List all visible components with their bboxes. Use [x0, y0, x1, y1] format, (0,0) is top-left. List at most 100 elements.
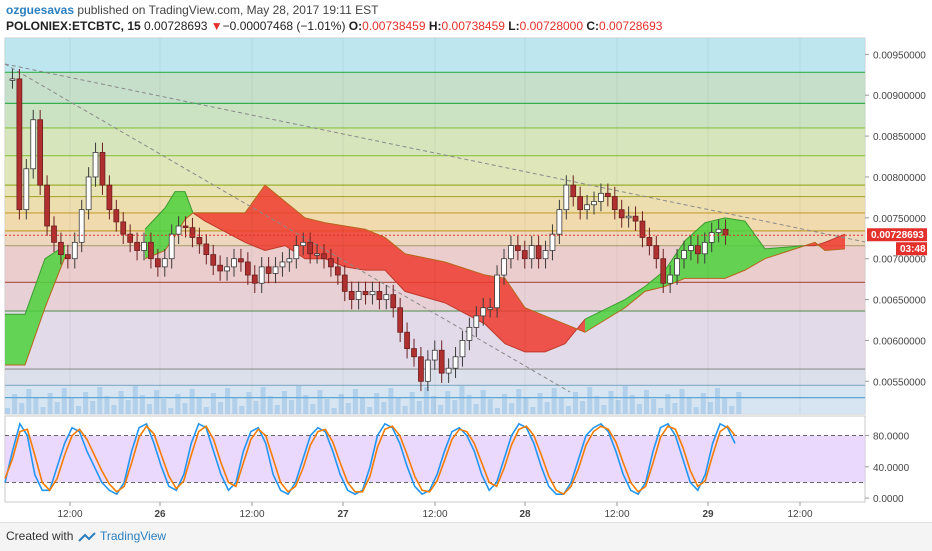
volume-bar: [54, 402, 60, 414]
volume-bar: [40, 407, 46, 414]
tradingview-logo-icon[interactable]: [78, 532, 96, 542]
candlesticks: [9, 69, 729, 392]
time-tick-label: 26: [154, 509, 166, 520]
fib-band: [5, 155, 865, 186]
candle-body: [376, 290, 383, 300]
volume-bar: [679, 389, 685, 414]
down-arrow-icon: ▼: [210, 19, 223, 33]
volume-bar: [26, 389, 32, 414]
time-tick-label: 27: [337, 509, 349, 520]
volume-bar: [338, 394, 344, 414]
candle-body: [251, 274, 258, 284]
candle-body: [231, 258, 237, 268]
price-tick-label: 0.00550000: [873, 377, 926, 388]
volume-bar: [693, 407, 699, 414]
volume-bar: [182, 403, 188, 414]
candle-body: [37, 119, 44, 186]
trend-line[interactable]: [4, 63, 866, 243]
time-axis[interactable]: 12:00 26 12:00 27 12:00 28 12:00 29 12:00: [57, 38, 813, 520]
author-link[interactable]: ozguesavas: [6, 3, 75, 17]
volume-bar: [715, 388, 720, 414]
candle-body: [646, 237, 653, 247]
candle-body: [480, 307, 487, 317]
volume-bar: [686, 398, 692, 414]
candle-body: [106, 184, 113, 211]
volume-bar: [416, 401, 422, 414]
candle-body: [667, 274, 674, 284]
publish-info: ozguesavas published on TradingView.com,…: [6, 3, 378, 17]
volume-bar: [47, 393, 53, 414]
volume-bar: [502, 394, 507, 414]
volume-bar: [423, 387, 429, 414]
chart-area[interactable]: 0.00950000 0.00900000 0.00850000 0.00800000…: [0, 0, 932, 522]
volume-bar: [438, 405, 444, 414]
candle-body: [418, 356, 424, 382]
candle-body: [438, 349, 445, 374]
volume-bar: [196, 398, 202, 414]
price-axis[interactable]: 0.00950000 0.00900000 0.00850000 0.00800000…: [865, 50, 926, 388]
ichimoku-cloud: [5, 184, 846, 366]
candle-body: [44, 184, 50, 227]
candle-body: [265, 266, 272, 274]
volume-bar: [139, 395, 145, 414]
tradingview-brand[interactable]: TradingView: [100, 529, 167, 543]
stoch-band-fill: [5, 435, 865, 483]
volume-bar: [296, 386, 302, 414]
candle-body: [161, 258, 168, 268]
volume-bar: [565, 406, 571, 414]
volume-bar: [90, 401, 96, 414]
candle-body: [452, 356, 459, 369]
stoch-axis[interactable]: 80.0000 40.0000 0.0000: [865, 432, 910, 506]
published-text: published on TradingView.com, May 28, 20…: [77, 3, 379, 17]
candle-body: [16, 78, 23, 211]
kumo-bull-cloud-span-b: [584, 245, 806, 333]
price-tick-label: 0.00850000: [873, 132, 926, 143]
volume-bar: [274, 405, 280, 414]
candle-body: [258, 266, 265, 284]
candle-body: [23, 168, 30, 211]
stoch-k-line: [4, 421, 736, 496]
volume-bar: [210, 393, 216, 414]
volume-bar: [487, 399, 493, 414]
volume-bar: [246, 392, 252, 414]
candle-body: [168, 233, 175, 260]
volume-bar: [587, 387, 593, 414]
candle-body: [459, 340, 466, 358]
kumo-bear-cloud-span-a: [805, 233, 846, 247]
candle-body: [618, 209, 625, 219]
candle-body: [528, 245, 535, 260]
volume-bar: [409, 392, 415, 414]
volume-bar: [111, 405, 117, 414]
volume-bar: [289, 400, 294, 414]
stoch-rsi-lines: [4, 421, 736, 496]
candle-body: [708, 232, 715, 243]
candle-body: [9, 78, 16, 81]
volume-bar: [580, 401, 586, 414]
candle-body: [321, 253, 327, 260]
volume-bar: [700, 393, 706, 414]
volume-bar: [445, 391, 451, 414]
candle-body: [148, 241, 154, 260]
volume-bar: [68, 397, 74, 414]
volume-bar: [125, 400, 131, 414]
candle-body: [244, 261, 251, 276]
candle-body: [217, 264, 224, 272]
volume-bar: [452, 400, 458, 414]
volume-bar: [395, 397, 401, 414]
price-tick-label: 0.00650000: [873, 296, 926, 307]
trend-line-secondary[interactable]: [4, 63, 571, 393]
volume-bar: [317, 390, 323, 414]
volume-bar: [473, 404, 479, 414]
candle-body: [383, 294, 390, 300]
candle-body: [701, 241, 708, 255]
candle-body: [445, 367, 452, 374]
candle-body: [715, 228, 722, 233]
candle-body: [494, 274, 500, 309]
close-label: C:: [586, 19, 600, 33]
candle-body: [397, 307, 404, 333]
candle-body: [141, 241, 147, 251]
candle-body: [238, 258, 244, 263]
candle-body: [189, 227, 196, 238]
volume-bar: [260, 387, 266, 414]
volume-bar: [5, 408, 10, 414]
